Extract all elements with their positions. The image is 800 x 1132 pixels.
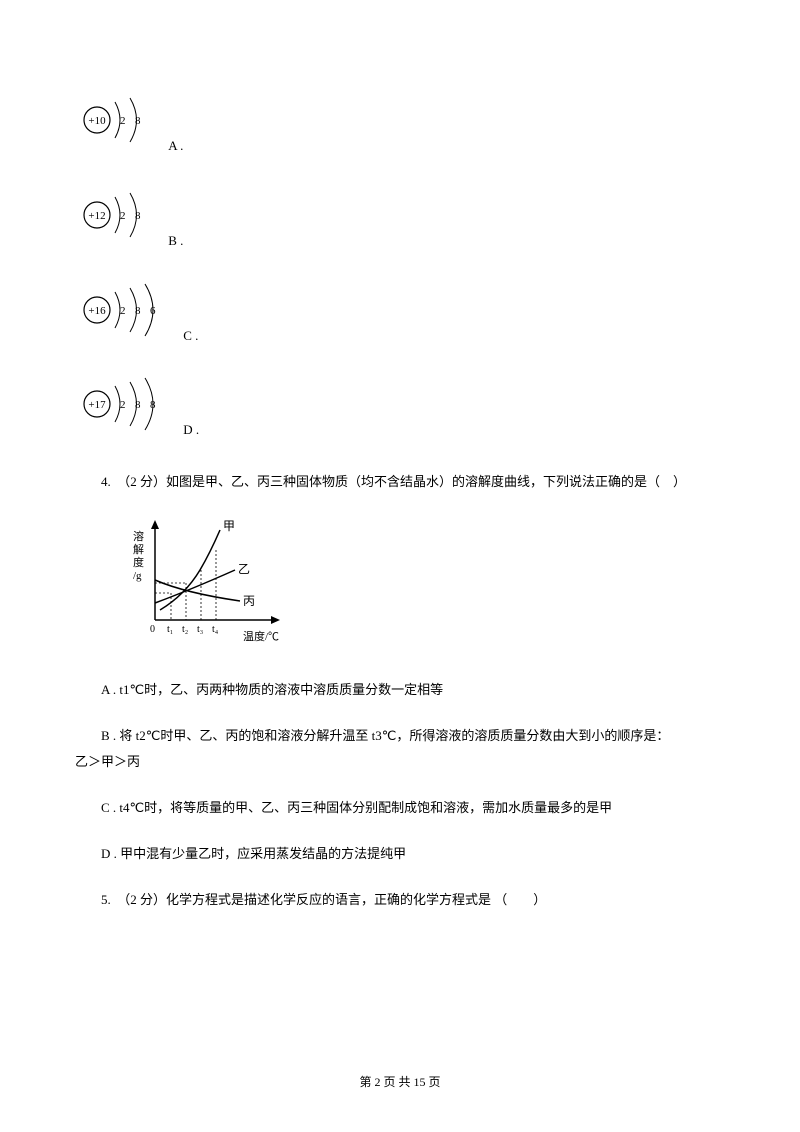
q4-option-b-line1: B . 将 t2℃时甲、乙、丙的饱和溶液分解升温至 t3℃，所得溶液的溶质质量分… [75,723,725,749]
option-b-label: B . [168,231,183,252]
solubility-chart: 溶 解 度 /g 温度/℃ 0 t₁ t₂ t₃ t₄ 甲 乙 丙 [125,515,725,652]
atom-diagram-c: +16 2 8 6 [75,280,180,347]
svg-text:2: 2 [120,305,126,317]
option-a-label: A . [168,136,183,157]
q4-option-b-line2: 乙＞甲＞丙 [75,754,140,769]
atom-diagram-a: +10 2 8 [75,90,165,157]
svg-text:乙: 乙 [238,562,250,576]
svg-text:t₃: t₃ [197,624,203,635]
svg-text:8: 8 [135,305,141,317]
svg-text:+17: +17 [88,399,106,411]
svg-text:甲: 甲 [223,519,235,533]
svg-text:6: 6 [150,305,156,317]
svg-text:溶: 溶 [133,529,144,543]
svg-text:0: 0 [150,624,155,635]
svg-text:t₂: t₂ [182,624,188,635]
svg-text:2: 2 [120,210,126,222]
question-5-text: 5. （2 分）化学方程式是描述化学反应的语言，正确的化学方程式是 （ ） [75,887,725,913]
option-d: +17 2 8 8 D . [75,374,725,441]
atom-diagram-d: +17 2 8 8 [75,374,180,441]
svg-text:2: 2 [120,115,126,127]
option-d-label: D . [183,420,199,441]
q4-option-d: D . 甲中混有少量乙时，应采用蒸发结晶的方法提纯甲 [75,841,725,867]
svg-text:8: 8 [135,399,141,411]
svg-text:/g: /g [133,570,142,582]
option-c-label: C . [183,326,198,347]
svg-text:2: 2 [120,399,126,411]
svg-text:丙: 丙 [243,594,255,608]
svg-text:+16: +16 [88,305,106,317]
svg-text:8: 8 [150,399,156,411]
question-4-text: 4. （2 分）如图是甲、乙、丙三种固体物质（均不含结晶水）的溶解度曲线，下列说… [75,469,725,495]
svg-text:度: 度 [133,555,144,569]
svg-text:温度/℃: 温度/℃ [243,629,279,643]
atom-diagram-b: +12 2 8 [75,185,165,252]
svg-text:8: 8 [135,115,141,127]
option-b: +12 2 8 B . [75,185,725,252]
option-a: +10 2 8 A . [75,90,725,157]
svg-text:t₁: t₁ [167,624,173,635]
q4-option-c: C . t4℃时，将等质量的甲、乙、丙三种固体分别配制成饱和溶液，需加水质量最多… [75,795,725,821]
svg-text:+12: +12 [88,210,105,222]
q4-option-b: B . 将 t2℃时甲、乙、丙的饱和溶液分解升温至 t3℃，所得溶液的溶质质量分… [75,723,725,775]
q4-option-a: A . t1℃时，乙、丙两种物质的溶液中溶质质量分数一定相等 [75,677,725,703]
svg-text:t₄: t₄ [212,624,219,635]
svg-text:+10: +10 [88,115,106,127]
svg-text:解: 解 [133,542,144,556]
page-footer: 第 2 页 共 15 页 [0,1073,800,1092]
option-c: +16 2 8 6 C . [75,280,725,347]
svg-text:8: 8 [135,210,141,222]
